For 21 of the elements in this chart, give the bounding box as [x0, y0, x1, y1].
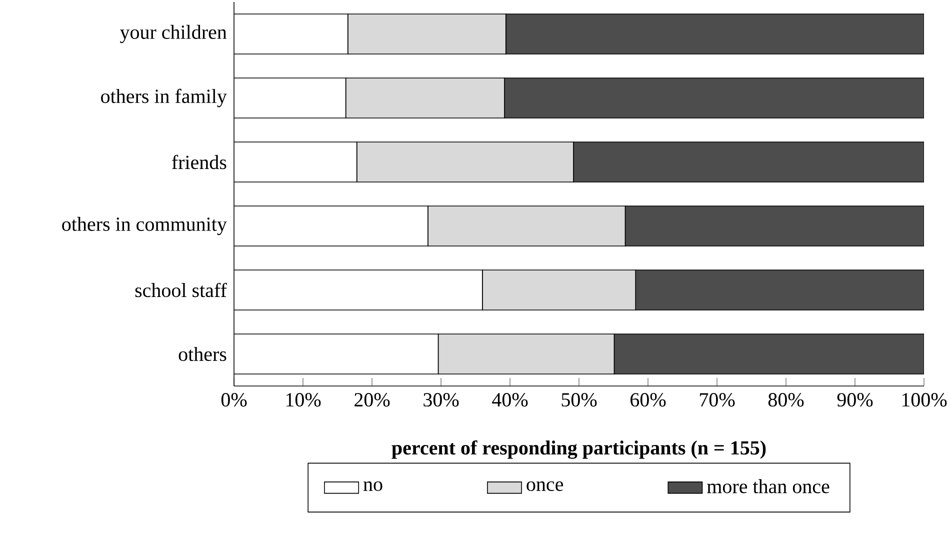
- x-tick-label: 50%: [562, 393, 597, 407]
- x-tick-label: 70%: [700, 393, 735, 407]
- x-tick-label: 10%: [286, 393, 321, 407]
- legend-label: no: [363, 481, 382, 492]
- y-tick-label: friends: [172, 154, 226, 170]
- y-tick-label: others: [178, 346, 226, 362]
- y-tick-label: others in community: [62, 216, 227, 236]
- legend-label: once: [526, 481, 564, 492]
- x-tick-label: 80%: [768, 393, 804, 407]
- x-tick-label: 90%: [837, 393, 873, 407]
- legend-label: more than once: [707, 479, 830, 494]
- y-tick-label: school staff: [135, 282, 227, 298]
- x-axis-title: percent of responding participants (n = 155): [392, 440, 766, 459]
- x-tick-label: 100%: [902, 393, 947, 407]
- x-tick-label: 30%: [424, 393, 459, 407]
- x-tick-label: 60%: [630, 393, 666, 407]
- y-tick-label: others in family: [101, 88, 227, 108]
- y-tick-label: your children: [120, 24, 227, 44]
- x-tick-label: 40%: [492, 393, 528, 407]
- x-tick-label: 0%: [221, 393, 247, 407]
- x-tick-label: 20%: [354, 393, 390, 407]
